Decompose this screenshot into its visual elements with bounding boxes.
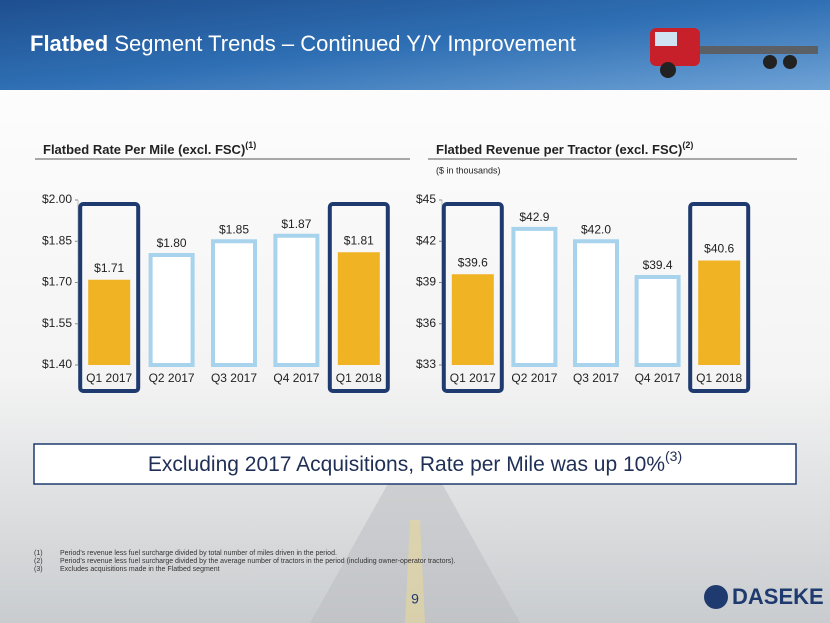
footnotes: (1) Period’s revenue less fuel surcharge … [34, 550, 456, 573]
y-tick-label: $1.85 [42, 233, 72, 247]
y-tick-label: $36 [416, 316, 436, 330]
footnote-marker: (2) [34, 558, 43, 565]
bar [148, 253, 195, 367]
bar [88, 279, 131, 365]
bar [337, 252, 380, 365]
x-tick-label: Q2 2017 [511, 371, 557, 385]
chart-title-text: Flatbed Revenue per Tractor (excl. FSC) [436, 142, 682, 157]
x-tick-label: Q1 2018 [696, 371, 742, 385]
x-tick-label: Q2 2017 [149, 371, 195, 385]
value-label: $1.87 [281, 217, 311, 231]
footnote-marker: (3) [34, 566, 43, 573]
logo: DASEKE [704, 584, 824, 609]
y-tick-label: $42 [416, 233, 436, 247]
bar [273, 233, 320, 367]
y-tick-label: $45 [416, 192, 436, 206]
road-line [405, 520, 425, 623]
chart-title-note: (2) [682, 140, 693, 150]
bar [634, 275, 681, 367]
footnote-marker: (1) [34, 550, 43, 557]
footnote-text: Period’s revenue less fuel surcharge div… [60, 550, 337, 557]
y-tick-label: $39 [416, 275, 436, 289]
bar [511, 226, 558, 367]
x-tick-label: Q1 2018 [336, 371, 382, 385]
y-tick-label: $2.00 [42, 192, 72, 206]
bar [573, 239, 619, 367]
chart-subtitle: ($ in thousands) [436, 165, 501, 175]
value-label: $39.6 [458, 255, 488, 269]
highlight-box [327, 202, 390, 393]
footnote-text: Excludes acquisitions made in the Flatbe… [60, 566, 220, 573]
value-label: $42.0 [581, 222, 611, 236]
value-label: $1.71 [94, 261, 124, 275]
chart-title: Flatbed Revenue per Tractor (excl. FSC)(… [436, 140, 693, 157]
chart-title: Flatbed Rate Per Mile (excl. FSC)(1) [43, 140, 256, 157]
value-label: $1.85 [219, 222, 249, 236]
bar [698, 260, 741, 365]
value-label: $39.4 [643, 258, 673, 272]
value-label: $1.81 [344, 233, 374, 247]
bar [211, 239, 257, 367]
x-tick-label: Q3 2017 [573, 371, 619, 385]
y-tick-label: $33 [416, 357, 436, 371]
highlight-box [688, 202, 751, 393]
truck [650, 28, 818, 78]
value-label: $1.80 [157, 236, 187, 250]
highlight-box [78, 202, 141, 393]
callout-box [33, 443, 797, 485]
y-tick-label: $1.70 [42, 275, 72, 289]
callout: Excluding 2017 Acquisitions, Rate per Mi… [148, 448, 682, 476]
y-tick-label: $1.55 [42, 316, 72, 330]
page-number: 9 [411, 591, 419, 607]
x-tick-label: Q1 2017 [450, 371, 496, 385]
value-label: $40.6 [704, 242, 734, 256]
slide-title: Flatbed Segment Trends – Continued Y/Y I… [30, 31, 576, 56]
chart-title-note: (1) [245, 140, 256, 150]
bar [451, 274, 494, 365]
logo-text: DASEKE [732, 584, 824, 609]
footnote-text: Period’s revenue less fuel surcharge div… [60, 558, 456, 565]
x-tick-label: Q4 2017 [273, 371, 319, 385]
highlight-box [441, 202, 504, 393]
x-tick-label: Q4 2017 [635, 371, 681, 385]
chart-title-text: Flatbed Rate Per Mile (excl. FSC) [43, 142, 245, 157]
y-tick-label: $1.40 [42, 357, 72, 371]
x-tick-label: Q1 2017 [86, 371, 132, 385]
value-label: $42.9 [519, 210, 549, 224]
x-tick-label: Q3 2017 [211, 371, 257, 385]
